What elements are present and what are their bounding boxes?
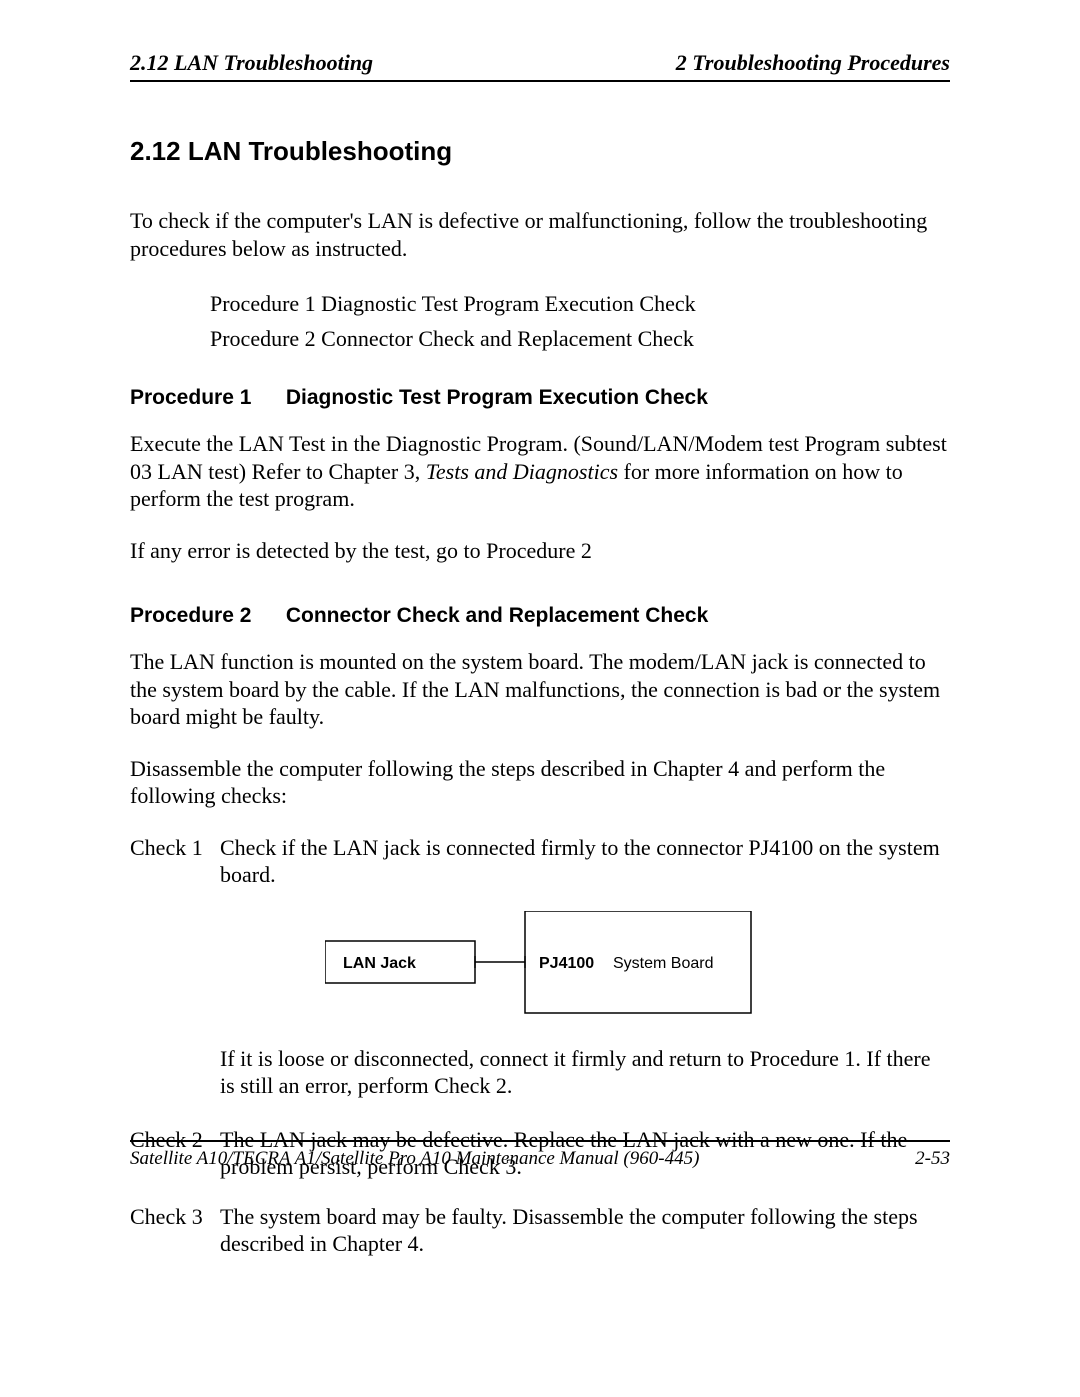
svg-text:PJ4100: PJ4100 — [539, 955, 594, 972]
procedure-title: Diagnostic Test Program Execution Check — [286, 386, 708, 409]
svg-text:System Board: System Board — [613, 955, 713, 972]
procedure-2-para-1: The LAN function is mounted on the syste… — [130, 648, 950, 731]
check-label: Check 1 — [130, 834, 220, 889]
check-label: Check 3 — [130, 1203, 220, 1258]
footer-rule — [130, 1140, 950, 1142]
header-right: 2 Troubleshooting Procedures — [676, 50, 950, 76]
procedure-summary-item: Procedure 1 Diagnostic Test Program Exec… — [210, 286, 950, 321]
procedure-1-heading: Procedure 1 Diagnostic Test Program Exec… — [130, 386, 950, 410]
page-content: 2.12 LAN Troubleshooting 2 Troubleshooti… — [130, 50, 950, 1280]
running-header: 2.12 LAN Troubleshooting 2 Troubleshooti… — [130, 50, 950, 82]
check-3: Check 3 The system board may be faulty. … — [130, 1203, 950, 1258]
section-title: 2.12 LAN Troubleshooting — [130, 136, 950, 167]
connector-diagram: LAN Jack PJ4100 System Board — [130, 911, 950, 1015]
check-text: The system board may be faulty. Disassem… — [220, 1203, 950, 1258]
procedure-2-para-2: Disassemble the computer following the s… — [130, 755, 950, 810]
procedure-summary-list: Procedure 1 Diagnostic Test Program Exec… — [210, 286, 950, 356]
svg-text:LAN Jack: LAN Jack — [343, 955, 416, 972]
check-text: Check if the LAN jack is connected firml… — [220, 834, 950, 889]
procedure-summary-item: Procedure 2 Connector Check and Replacem… — [210, 321, 950, 356]
footer-right: 2-53 — [915, 1148, 950, 1170]
page-footer: Satellite A10/TECRA A1/Satellite Pro A10… — [130, 1140, 950, 1170]
procedure-1-para-2: If any error is detected by the test, go… — [130, 537, 950, 565]
footer-left: Satellite A10/TECRA A1/Satellite Pro A10… — [130, 1148, 699, 1170]
procedure-number: Procedure 1 — [130, 386, 280, 410]
text-run-italic: Tests and Diagnostics — [426, 459, 618, 484]
procedure-1-para-1: Execute the LAN Test in the Diagnostic P… — [130, 430, 950, 513]
check-1-followup: If it is loose or disconnected, connect … — [220, 1045, 950, 1100]
procedure-2-heading: Procedure 2 Connector Check and Replacem… — [130, 604, 950, 628]
header-left: 2.12 LAN Troubleshooting — [130, 50, 373, 76]
check-1: Check 1 Check if the LAN jack is connect… — [130, 834, 950, 889]
intro-paragraph: To check if the computer's LAN is defect… — [130, 207, 950, 262]
procedure-number: Procedure 2 — [130, 604, 280, 628]
diagram-svg: LAN Jack PJ4100 System Board — [325, 911, 755, 1015]
procedure-title: Connector Check and Replacement Check — [286, 604, 708, 627]
